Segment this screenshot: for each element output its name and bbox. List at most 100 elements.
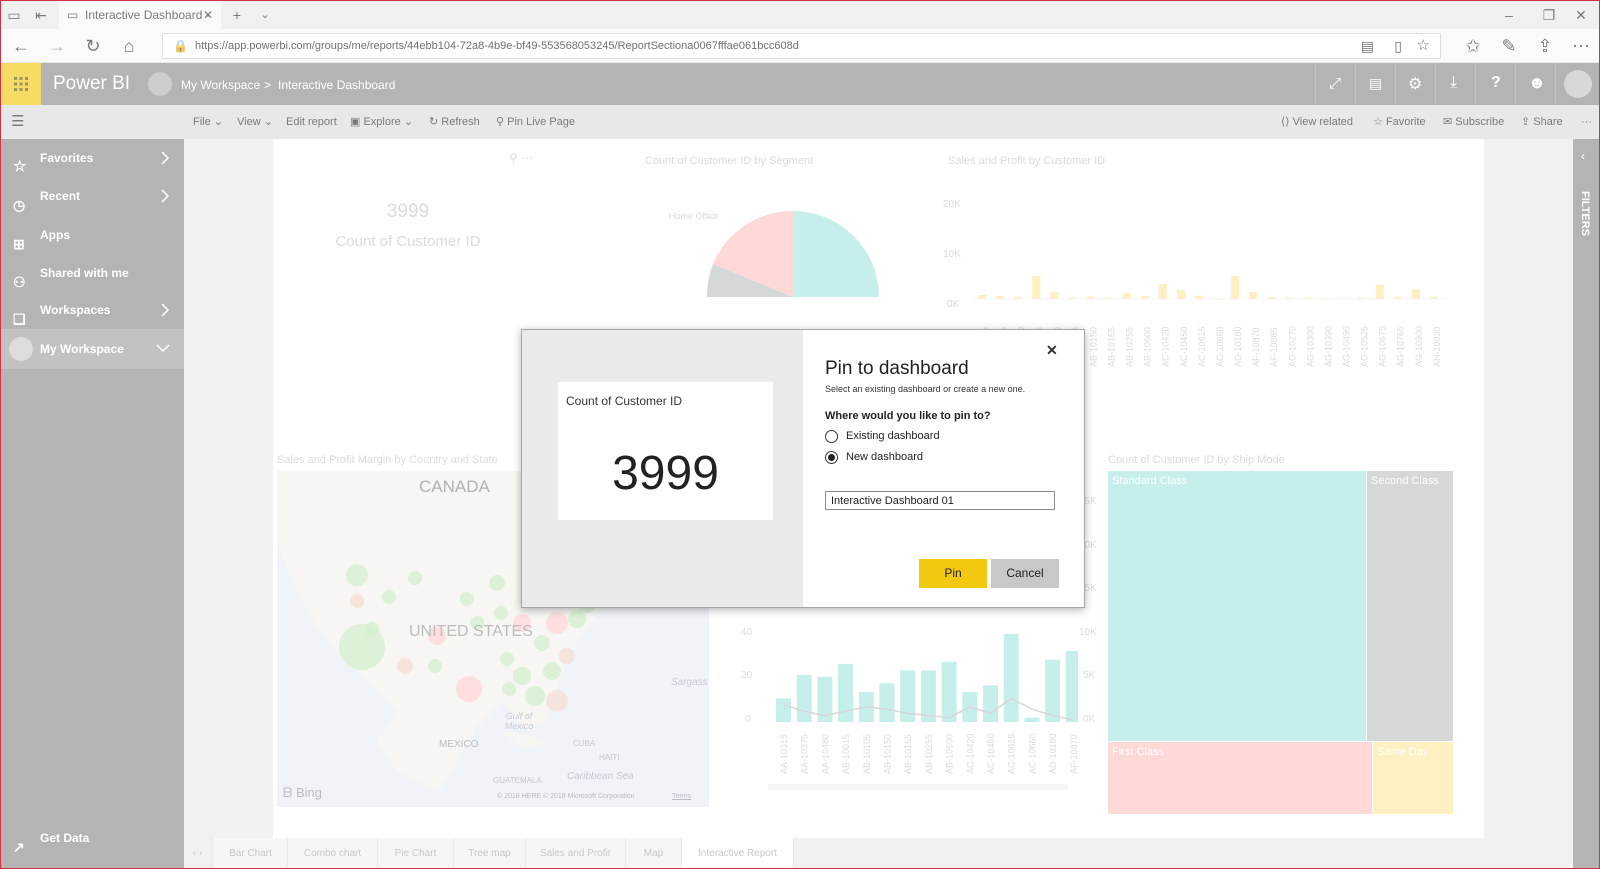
- page-nav-arrows[interactable]: ‹ ›: [184, 838, 212, 868]
- combo-scrollbar[interactable]: [768, 784, 1068, 790]
- pie-chart[interactable]: [703, 209, 883, 339]
- sidebar-item-recent[interactable]: ◷ Recent: [1, 177, 184, 215]
- tab-sales-and-profir[interactable]: Sales and Profir: [526, 838, 626, 868]
- tab-map[interactable]: Map: [626, 838, 682, 868]
- download-icon[interactable]: ⤓: [1435, 63, 1475, 105]
- cancel-button[interactable]: Cancel: [991, 559, 1059, 588]
- reading-view-icon[interactable]: ▯: [1394, 38, 1402, 54]
- treemap-first-class[interactable]: First Class: [1108, 742, 1372, 814]
- bar[interactable]: [1068, 297, 1077, 300]
- bar[interactable]: [1411, 289, 1420, 299]
- gear-icon[interactable]: ⚙: [1395, 63, 1435, 105]
- bar[interactable]: [1194, 296, 1204, 299]
- file-menu[interactable]: File ⌄: [193, 116, 224, 128]
- bar[interactable]: [1393, 297, 1402, 299]
- sidebar-item-apps[interactable]: ⊞ Apps: [1, 216, 184, 254]
- combo-bar[interactable]: [1024, 717, 1040, 722]
- explore-menu[interactable]: ▣ Explore ⌄: [350, 116, 414, 128]
- bar[interactable]: [978, 295, 987, 299]
- get-data-button[interactable]: ↗ Get Data: [1, 819, 184, 857]
- favorite-button[interactable]: ☆ Favorite: [1373, 116, 1426, 128]
- bar[interactable]: [1285, 297, 1294, 300]
- combo-bar[interactable]: [838, 663, 854, 722]
- pin-live-page-button[interactable]: ⚲ Pin Live Page: [496, 116, 576, 128]
- bar[interactable]: [1429, 297, 1439, 299]
- bar[interactable]: [1375, 285, 1384, 299]
- favorites-hub-icon[interactable]: ✩: [1465, 36, 1481, 56]
- sidebar-item-shared[interactable]: ⚇ Shared with me: [1, 254, 184, 292]
- tab-combo-chart[interactable]: Combo chart: [288, 838, 378, 868]
- app-name[interactable]: Power BI: [53, 73, 131, 94]
- close-window-icon[interactable]: ✕: [1575, 7, 1587, 23]
- radio-new[interactable]: [825, 451, 838, 464]
- pin-button[interactable]: Pin: [919, 559, 987, 588]
- bar[interactable]: [1140, 296, 1149, 299]
- user-avatar[interactable]: [1555, 63, 1595, 105]
- combo-bar[interactable]: [879, 683, 895, 722]
- combo-bar[interactable]: [1065, 651, 1078, 722]
- bar[interactable]: [1086, 296, 1095, 300]
- view-related-button[interactable]: ⟨⟩ View related: [1281, 116, 1353, 128]
- filters-pane[interactable]: ‹ FILTERS: [1573, 139, 1599, 868]
- bar[interactable]: [1104, 297, 1113, 300]
- bar[interactable]: [996, 296, 1005, 299]
- tab-interactive-report[interactable]: Interactive Report: [682, 838, 794, 868]
- browser-tab[interactable]: ▭ Interactive Dashboard - ✕: [59, 1, 221, 29]
- bar[interactable]: [1032, 276, 1041, 299]
- home-icon[interactable]: ⌂: [123, 36, 135, 56]
- combo-bar[interactable]: [776, 698, 791, 722]
- map-terms-link[interactable]: Terms: [672, 793, 692, 800]
- pen-icon[interactable]: ✎: [1501, 36, 1517, 56]
- bar[interactable]: [1158, 284, 1167, 299]
- edit-report-button[interactable]: Edit report: [286, 116, 337, 128]
- bar[interactable]: [1014, 297, 1023, 299]
- breadcrumb-workspace[interactable]: My Workspace: [181, 78, 261, 92]
- combo-bar[interactable]: [920, 670, 936, 722]
- help-icon[interactable]: ?: [1475, 63, 1515, 105]
- tab-list-chevron-icon[interactable]: ⌄: [260, 9, 270, 21]
- visual-pin-icon[interactable]: ⚲ ⋯: [509, 151, 534, 165]
- sidebar-item-my-workspace[interactable]: My Workspace: [1, 329, 184, 369]
- bar[interactable]: [1231, 276, 1240, 299]
- bar[interactable]: [1176, 290, 1185, 299]
- fullscreen-icon[interactable]: ⤢: [1315, 63, 1355, 105]
- subscribe-button[interactable]: ✉ Subscribe: [1443, 116, 1505, 128]
- share-button[interactable]: ⇪ Share: [1521, 116, 1563, 128]
- address-bar[interactable]: 🔒 https://app.powerbi.com/groups/me/repo…: [162, 33, 1441, 59]
- back-icon[interactable]: ←: [12, 36, 30, 56]
- close-icon[interactable]: ✕: [1046, 342, 1058, 358]
- refresh-button[interactable]: ↻ Refresh: [429, 116, 480, 128]
- settings-more-icon[interactable]: ⋯: [1572, 36, 1590, 56]
- view-menu[interactable]: View ⌄: [237, 116, 273, 128]
- treemap-same-day[interactable]: Same Day: [1373, 742, 1453, 814]
- sidebar-item-favorites[interactable]: ☆ Favorites: [1, 139, 184, 177]
- tab-close-icon[interactable]: ✕: [203, 8, 214, 22]
- combo-bar[interactable]: [1045, 659, 1061, 722]
- minimize-icon[interactable]: –: [1505, 7, 1513, 23]
- app-launcher-icon[interactable]: [1, 63, 41, 105]
- forward-icon[interactable]: →: [48, 36, 66, 56]
- sidebar-item-workspaces[interactable]: ❏ Workspaces: [1, 291, 184, 329]
- bar[interactable]: [1050, 292, 1059, 299]
- bar[interactable]: [1303, 297, 1312, 300]
- refresh-page-icon[interactable]: ↻: [85, 36, 101, 56]
- tab-bar-chart[interactable]: Bar Chart: [214, 838, 288, 868]
- combo-bar[interactable]: [900, 670, 916, 722]
- share-page-icon[interactable]: ⇪: [1537, 36, 1553, 56]
- treemap-second-class[interactable]: Second Class: [1367, 471, 1453, 741]
- treemap-standard-class[interactable]: Standard Class: [1108, 471, 1366, 741]
- combo-bar[interactable]: [941, 661, 957, 722]
- bar[interactable]: [1122, 293, 1131, 299]
- reading-list-icon[interactable]: ▤: [1360, 38, 1374, 54]
- feedback-smiley-icon[interactable]: ☻: [1515, 63, 1555, 105]
- combo-bar[interactable]: [817, 676, 833, 722]
- tab-tree-map[interactable]: Tree map: [454, 838, 526, 868]
- combo-line[interactable]: [783, 697, 1074, 721]
- bar[interactable]: [1249, 292, 1258, 299]
- restore-icon[interactable]: ❐: [1542, 7, 1556, 23]
- tab-preview-icon[interactable]: ▭: [7, 7, 21, 23]
- tab-aside-icon[interactable]: ⇤: [35, 7, 47, 23]
- tab-pie-chart[interactable]: Pie Chart: [378, 838, 454, 868]
- dashboard-name-input[interactable]: [825, 491, 1055, 510]
- bar[interactable]: [1267, 297, 1276, 299]
